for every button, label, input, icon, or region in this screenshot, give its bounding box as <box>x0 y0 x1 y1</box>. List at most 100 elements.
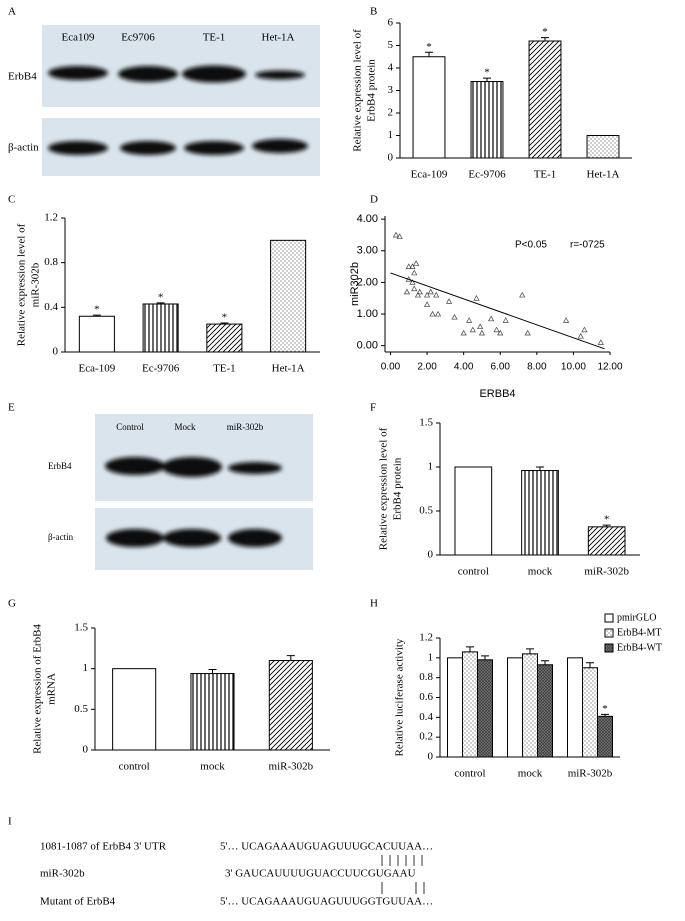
scatter-point <box>429 310 436 317</box>
annotation: P<0.05 <box>515 240 547 251</box>
error-bar <box>536 466 544 471</box>
y-axis-label: miR302b <box>349 262 361 306</box>
scatter-point <box>423 301 431 307</box>
blot <box>42 25 320 107</box>
row-label: β-actin <box>8 142 39 154</box>
x-tick-label: 12.00 <box>597 362 622 373</box>
x-tick-label: 10.00 <box>561 362 586 373</box>
y-axis-label: mRNA <box>46 673 58 705</box>
bar <box>521 470 559 556</box>
lane-label: TE-1 <box>203 32 226 44</box>
x-tick-label: Eca-109 <box>79 363 116 375</box>
y-axis-label: Relative expression of ErbB4 <box>32 624 44 754</box>
bar <box>454 466 493 556</box>
row-label: ErbB4 <box>8 71 37 83</box>
y-tick-label: 1.2 <box>419 632 433 644</box>
bar <box>507 657 523 758</box>
y-tick-label: 5 <box>388 39 394 51</box>
bar <box>412 56 446 159</box>
x-tick-label: Het-1A <box>587 169 620 181</box>
bar <box>112 668 157 751</box>
error-bar <box>602 524 611 527</box>
annotation: r=-0725 <box>570 240 605 251</box>
error-bar <box>483 77 491 82</box>
legend-label: pmirGLO <box>617 612 656 623</box>
scatter-point <box>411 269 418 276</box>
trend-line <box>390 272 605 350</box>
scatter-point <box>451 313 458 320</box>
panel-label: F <box>370 402 376 414</box>
x-tick-label: 8.00 <box>527 362 547 373</box>
scatter-point <box>488 315 495 322</box>
error-bar <box>220 322 229 325</box>
y-tick-label: 0 <box>428 549 434 561</box>
error-bar <box>208 668 217 674</box>
x-tick-label: Eca-109 <box>411 169 448 181</box>
panel-label: C <box>8 194 15 206</box>
x-tick-label: TE-1 <box>213 363 236 375</box>
legend-label: ErbB4-MT <box>617 627 661 638</box>
bar <box>462 651 478 758</box>
x-tick-label: miR-302b <box>568 768 613 780</box>
scatter-point <box>405 263 412 269</box>
error-bar <box>526 648 534 654</box>
scatter-point <box>477 323 484 330</box>
legend-label: ErbB4-WT <box>617 642 662 653</box>
scatter-point <box>416 288 423 295</box>
row-label: β-actin <box>48 532 74 542</box>
y-tick-label: 1 <box>83 662 89 674</box>
y-tick-label: 1.00 <box>357 308 378 320</box>
bar <box>477 659 493 758</box>
scatter-point <box>392 231 400 238</box>
seq-label: miR-302b <box>40 868 85 880</box>
panel-label: H <box>370 598 378 610</box>
legend-swatch <box>604 643 614 653</box>
y-tick-label: 0.4 <box>44 301 58 313</box>
scatter-point <box>563 317 570 323</box>
y-tick-label: 0.8 <box>419 671 433 683</box>
scatter-point <box>445 298 453 304</box>
bar <box>206 323 243 353</box>
error-bar <box>481 655 489 660</box>
y-tick-label: 0 <box>428 751 434 763</box>
error-bar <box>92 314 101 317</box>
x-tick-label: miR-302b <box>269 761 314 773</box>
bar <box>587 526 626 556</box>
y-tick-label: 0.00 <box>357 340 378 352</box>
bar <box>470 81 504 159</box>
y-tick-label: 2 <box>388 107 394 119</box>
y-axis-label: Relative luciferase activity <box>394 638 406 756</box>
significance-mark: * <box>484 67 490 79</box>
y-tick-label: 1 <box>388 129 394 141</box>
significance-mark: * <box>94 304 100 316</box>
scatter-point <box>403 288 411 295</box>
lane-label: Ec9706 <box>121 32 155 44</box>
y-tick-label: 1.5 <box>74 622 88 634</box>
x-tick-label: miR-302b <box>584 566 629 578</box>
y-axis-label: ErbB4 protein <box>392 457 404 520</box>
x-tick-label: 4.00 <box>454 362 474 373</box>
y-tick-label: 0 <box>53 346 59 358</box>
error-bar <box>586 662 594 668</box>
x-tick-label: control <box>458 566 489 578</box>
x-tick-label: mock <box>528 566 553 578</box>
scatter-point <box>414 291 422 298</box>
y-axis-label: Relative expression level of <box>378 427 390 550</box>
x-tick-label: control <box>119 761 150 773</box>
x-tick-label: Ec-9706 <box>142 363 180 375</box>
pairing-lines <box>381 855 425 894</box>
y-tick-label: 0.8 <box>44 256 58 268</box>
x-tick-label: Het-1A <box>272 363 305 375</box>
bar <box>78 315 115 353</box>
legend-swatch <box>604 613 614 623</box>
significance-mark: * <box>604 514 610 526</box>
y-tick-label: 1.5 <box>419 417 433 429</box>
x-tick-label: 0.00 <box>381 362 401 373</box>
scatter-point <box>413 260 420 266</box>
bar <box>582 667 598 758</box>
bar <box>597 715 613 758</box>
x-tick-label: 2.00 <box>417 362 437 373</box>
sequence: 3' GAUCAUUUUGUACCUUCGUGAAU <box>225 868 416 880</box>
